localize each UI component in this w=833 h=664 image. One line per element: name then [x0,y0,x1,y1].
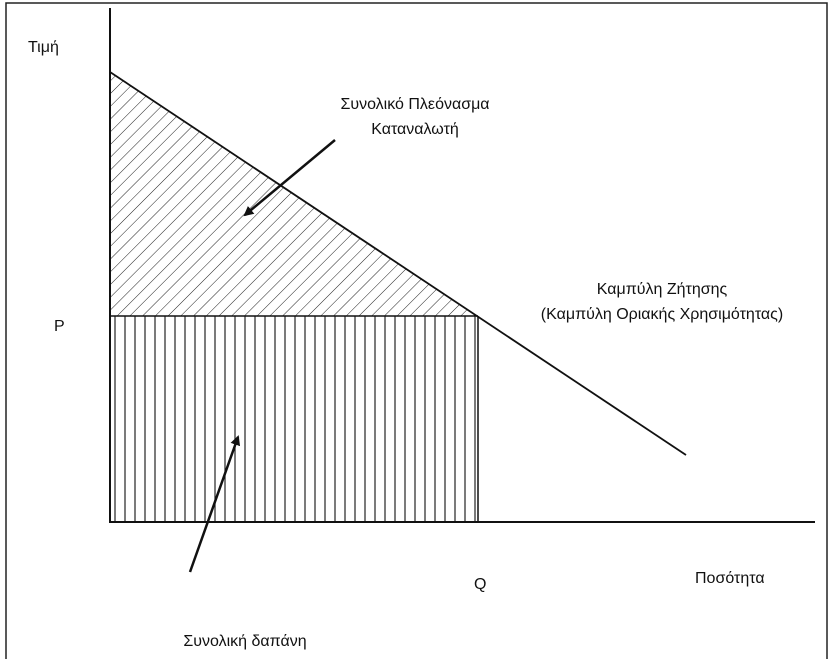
x-label: Ποσότητα [695,570,765,587]
y-label: Τιμή [28,39,59,56]
arrow [243,139,336,217]
expenditure-area [110,316,478,522]
arrow [188,435,241,573]
expenditure-label: Συνολική δαπάνη [183,633,306,650]
demand-label: (Καμπύλη Οριακής Χρησιμότητας) [541,306,783,323]
surplus-label: Συνολικό Πλεόνασμα [340,96,489,113]
price-mark: P [54,318,65,335]
surplus-label: Καταναλωτή [371,121,459,138]
quantity-mark: Q [474,576,486,593]
demand-curve [109,71,687,456]
demand-label: Καμπύλη Ζήτησης [597,281,728,298]
